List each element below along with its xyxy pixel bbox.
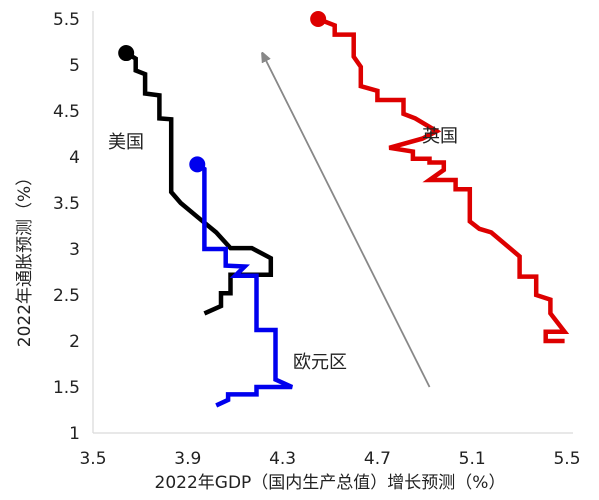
series-line-uk [317,16,570,344]
y-axis-title: 2022年通胀预测（%） [15,169,35,347]
x-tick-label-4-7: 4.7 [364,449,391,469]
y-tick-label-2: 2 [69,332,80,352]
start-marker-eurozone [189,156,206,173]
annotations [264,56,431,388]
y-tick-label-4: 4 [69,148,80,168]
series-label-us: 美国 [108,132,144,153]
start-marker-uk [310,11,327,27]
series-label-uk: 英国 [422,126,458,147]
series-lines [118,11,570,408]
y-tick-label-2-5: 2.5 [53,286,80,306]
x-tick-label-3-5: 3.5 [79,449,106,469]
y-tick-label-5-5: 5.5 [53,10,80,30]
y-tick-label-1: 1 [69,424,80,444]
y-tick-label-5: 5 [69,56,80,76]
x-axis: 3.5 3.9 4.3 4.7 5.1 5.5 [79,432,581,469]
series-line-eurozone [196,162,294,408]
y-tick-label-1-5: 1.5 [53,378,80,398]
x-axis-title: 2022年GDP（国内生产总值）增长预测（%） [155,473,506,493]
trend-arrow-0 [264,56,431,388]
x-tick-label-4-3: 4.3 [269,449,296,469]
series-label-eurozone: 欧元区 [293,352,347,373]
y-tick-label-3: 3 [69,240,80,260]
y-tick-label-4-5: 4.5 [53,102,80,122]
x-tick-label-3-9: 3.9 [174,449,201,469]
x-tick-label-5-5: 5.5 [553,449,580,469]
y-axis: 1 1.5 2 2.5 3 3.5 4 4.5 5 5.5 [53,10,94,444]
y-tick-label-3-5: 3.5 [53,194,80,214]
start-marker-us [118,45,135,62]
x-tick-label-5-1: 5.1 [459,449,486,469]
